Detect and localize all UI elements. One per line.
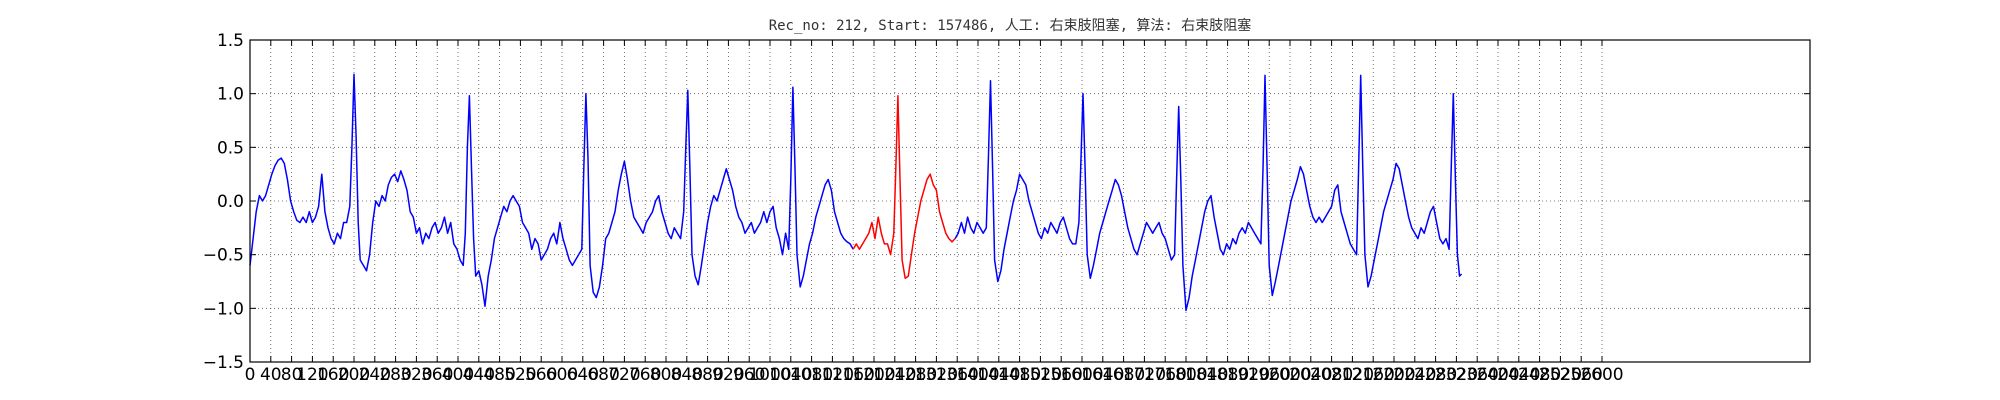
x-tick-label: 440 — [463, 365, 495, 385]
x-tick-label: 320 — [400, 365, 432, 385]
x-tick-label: 920 — [712, 365, 744, 385]
x-tick-label: 680 — [587, 365, 619, 385]
y-tick-label: 0.5 — [217, 138, 244, 158]
x-tick-label: 2560 — [1560, 365, 1603, 385]
x-tick-label: 1200 — [852, 365, 895, 385]
x-tick-label: 1960 — [1248, 365, 1291, 385]
x-tick-label: 480 — [483, 365, 515, 385]
y-tick-label: −1.5 — [203, 353, 244, 373]
x-tick-label: 240 — [359, 365, 391, 385]
x-tick-label: 1880 — [1206, 365, 1249, 385]
x-tick-label: 2280 — [1414, 365, 1457, 385]
x-tick-label: 960 — [733, 365, 765, 385]
series-line — [249, 73, 854, 307]
x-tick-label: 1840 — [1185, 365, 1228, 385]
x-tick-label: 1600 — [1060, 365, 1103, 385]
x-tick-label: 2120 — [1331, 365, 1374, 385]
y-tick-label: 1.5 — [217, 31, 244, 51]
x-tick-label: 2600 — [1580, 365, 1623, 385]
x-tick-label: 800 — [650, 365, 682, 385]
x-tick-label: 840 — [671, 365, 703, 385]
x-tick-label: 1800 — [1164, 365, 1207, 385]
x-tick-label: 1920 — [1227, 365, 1270, 385]
x-tick-label: 2240 — [1393, 365, 1436, 385]
y-axis: −1.5 −1.0 −0.5 0.0 0.5 1.0 1.5 — [203, 31, 1810, 373]
x-tick-label: 2040 — [1289, 365, 1332, 385]
x-tick-label: 1000 — [748, 365, 791, 385]
x-tick-label: 1680 — [1102, 365, 1145, 385]
x-tick-label: 520 — [504, 365, 536, 385]
x-tick-label: 1400 — [956, 365, 999, 385]
x-tick-label: 1440 — [977, 365, 1020, 385]
x-tick-label: 2080 — [1310, 365, 1353, 385]
x-tick-label: 2160 — [1352, 365, 1395, 385]
x-tick-label: 1640 — [1081, 365, 1124, 385]
y-tick-label: 1.0 — [217, 85, 244, 105]
x-tick-label: 160 — [317, 365, 349, 385]
x-tick-label: 360 — [421, 365, 453, 385]
x-tick-label: 280 — [379, 365, 411, 385]
series-line — [852, 95, 956, 280]
x-tick-label: 1760 — [1144, 365, 1187, 385]
x-axis: 0 40 8012016020024028032036040044048052056… — [245, 40, 1624, 385]
x-tick-label: 2200 — [1372, 365, 1415, 385]
x-tick-label: 1120 — [811, 365, 854, 385]
x-tick-label: 80 — [281, 365, 303, 385]
x-tick-label: 760 — [629, 365, 661, 385]
x-tick-label: 400 — [442, 365, 474, 385]
x-tick-label: 640 — [567, 365, 599, 385]
x-tick-label: 2520 — [1539, 365, 1582, 385]
x-tick-label: 2320 — [1435, 365, 1478, 385]
x-tick-label: 560 — [525, 365, 557, 385]
x-tick-label: 1480 — [998, 365, 1041, 385]
series-group — [249, 73, 1463, 312]
x-tick-label: 200 — [338, 365, 370, 385]
y-tick-label: −0.5 — [203, 246, 244, 266]
x-tick-label: 120 — [296, 365, 328, 385]
x-tick-label: 1720 — [1123, 365, 1166, 385]
x-tick-label: 1080 — [790, 365, 833, 385]
x-tick-label: 2480 — [1518, 365, 1561, 385]
y-tick-label: 0.0 — [217, 192, 244, 212]
x-tick-label: 1520 — [1019, 365, 1062, 385]
x-tick-label: 40 — [260, 365, 282, 385]
grid — [249, 39, 1810, 363]
x-tick-label: 2360 — [1456, 365, 1499, 385]
x-tick-label: 1040 — [769, 365, 812, 385]
x-tick-label: 1280 — [894, 365, 937, 385]
series-line — [954, 74, 1463, 312]
x-tick-label: 0 — [245, 365, 256, 385]
x-tick-label: 2400 — [1476, 365, 1519, 385]
x-tick-label: 1360 — [936, 365, 979, 385]
x-tick-label: 1560 — [1040, 365, 1083, 385]
x-tick-label: 2000 — [1268, 365, 1311, 385]
x-tick-label: 880 — [691, 365, 723, 385]
x-tick-label: 600 — [546, 365, 578, 385]
x-tick-label: 1160 — [832, 365, 875, 385]
x-tick-label: 1240 — [873, 365, 916, 385]
y-tick-label: −1.0 — [203, 299, 244, 319]
x-tick-label: 2440 — [1497, 365, 1540, 385]
chart-title: Rec_no: 212, Start: 157486, 人工: 右束肢阻塞, 算… — [769, 17, 1252, 34]
x-tick-label: 1320 — [915, 365, 958, 385]
x-tick-label: 720 — [608, 365, 640, 385]
